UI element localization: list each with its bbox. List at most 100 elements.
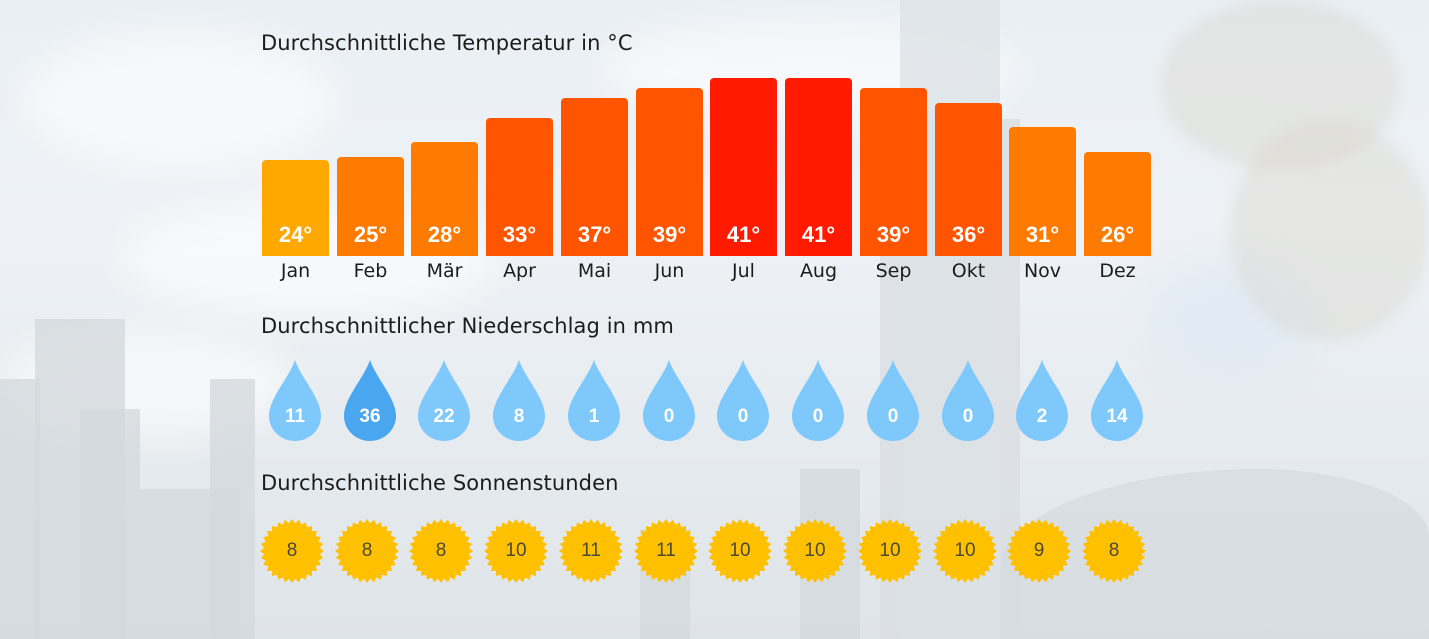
- precipitation-value: 0: [812, 406, 824, 427]
- precipitation-value: 36: [359, 406, 381, 427]
- month-label: Mär: [426, 260, 463, 282]
- raindrop-icon: [344, 360, 396, 441]
- precipitation-drop-sep: 0: [865, 358, 921, 442]
- temperature-bar-aug: 41°: [785, 78, 852, 256]
- sun-icon: [933, 519, 997, 583]
- sun-icon: [335, 519, 399, 583]
- sunshine-badge-jan: 8: [260, 519, 324, 583]
- raindrop-icon: [269, 360, 321, 441]
- sunshine-value: 10: [505, 540, 527, 561]
- precipitation-drop-jul: 0: [715, 358, 771, 442]
- sunshine-value: 8: [361, 540, 373, 561]
- temperature-bar-feb: 25°: [337, 157, 404, 256]
- temperature-value: 39°: [876, 222, 911, 247]
- raindrop-icon: [942, 360, 994, 441]
- precipitation-drop-feb: 36: [342, 358, 398, 442]
- temperature-value: 28°: [427, 222, 462, 247]
- sunshine-badge-mai: 11: [559, 519, 623, 583]
- precipitation-title: Durchschnittlicher Niederschlag in mm: [261, 314, 674, 338]
- temperature-value: 33°: [502, 222, 537, 247]
- sun-icon: [559, 519, 623, 583]
- sunshine-badge-jul: 10: [708, 519, 772, 583]
- precipitation-drop-mai: 1: [566, 358, 622, 442]
- sunshine-badge-jun: 11: [634, 519, 698, 583]
- precipitation-value: 14: [1106, 406, 1128, 427]
- month-label: Sep: [875, 260, 912, 282]
- precipitation-drop-nov: 2: [1014, 358, 1070, 442]
- sunshine-badge-mär: 8: [409, 519, 473, 583]
- temperature-value: 31°: [1025, 222, 1060, 247]
- sun-icon: [708, 519, 772, 583]
- month-label: Feb: [353, 260, 388, 282]
- month-label: Apr: [503, 260, 536, 282]
- month-label: Dez: [1099, 260, 1136, 282]
- sunshine-badge-sep: 10: [858, 519, 922, 583]
- temperature-bar-jul: 41°: [710, 78, 777, 256]
- temperature-value: 26°: [1100, 222, 1135, 247]
- sunshine-value: 8: [286, 540, 298, 561]
- sunshine-value: 9: [1033, 540, 1045, 561]
- sunshine-badge-aug: 10: [783, 519, 847, 583]
- raindrop-icon: [792, 360, 844, 441]
- sunshine-badge-apr: 10: [484, 519, 548, 583]
- sunshine-badge-dez: 8: [1082, 519, 1146, 583]
- sunshine-value: 11: [581, 540, 601, 561]
- temperature-bar-dez: 26°: [1084, 152, 1151, 256]
- sunshine-badge-okt: 10: [933, 519, 997, 583]
- temperature-value: 25°: [353, 222, 388, 247]
- precipitation-value: 22: [433, 406, 455, 427]
- raindrop-icon: [1091, 360, 1143, 441]
- sunshine-value: 10: [879, 540, 901, 561]
- temperature-bar-sep: 39°: [860, 88, 927, 256]
- precipitation-drop-aug: 0: [790, 358, 846, 442]
- temperature-value: 24°: [278, 222, 313, 247]
- sun-icon: [409, 519, 473, 583]
- precipitation-drop-okt: 0: [940, 358, 996, 442]
- temperature-bar-nov: 31°: [1009, 127, 1076, 256]
- precipitation-value: 1: [588, 406, 600, 427]
- precipitation-value: 0: [962, 406, 974, 427]
- precipitation-value: 2: [1036, 406, 1048, 427]
- temperature-value: 41°: [801, 222, 836, 247]
- precipitation-drop-apr: 8: [491, 358, 547, 442]
- temperature-value: 37°: [577, 222, 612, 247]
- temperature-bar-jun: 39°: [636, 88, 703, 256]
- sun-icon: [1007, 519, 1071, 583]
- temperature-value: 39°: [652, 222, 687, 247]
- sun-icon: [783, 519, 847, 583]
- temperature-value: 36°: [951, 222, 986, 247]
- temperature-bar-okt: 36°: [935, 103, 1002, 256]
- raindrop-icon: [643, 360, 695, 441]
- month-label: Okt: [951, 260, 986, 282]
- sunshine-value: 10: [954, 540, 976, 561]
- raindrop-icon: [568, 360, 620, 441]
- temperature-bar-jan: 24°: [262, 160, 329, 256]
- sunshine-title: Durchschnittliche Sonnenstunden: [261, 471, 619, 495]
- sunshine-value: 8: [1108, 540, 1120, 561]
- temperature-bar-mai: 37°: [561, 98, 628, 256]
- sunshine-value: 8: [435, 540, 447, 561]
- temperature-bar-apr: 33°: [486, 118, 553, 256]
- sun-icon: [634, 519, 698, 583]
- month-label: Mai: [577, 260, 612, 282]
- precipitation-value: 0: [737, 406, 749, 427]
- sunshine-value: 11: [656, 540, 676, 561]
- temperature-value: 41°: [726, 222, 761, 247]
- temperature-bar-mär: 28°: [411, 142, 478, 256]
- month-label: Jan: [280, 260, 311, 282]
- sun-icon: [484, 519, 548, 583]
- raindrop-icon: [717, 360, 769, 441]
- precipitation-drop-jan: 11: [267, 358, 323, 442]
- precipitation-value: 11: [284, 406, 306, 427]
- month-label: Jun: [654, 260, 685, 282]
- raindrop-icon: [418, 360, 470, 441]
- sun-icon: [1082, 519, 1146, 583]
- sunshine-badge-feb: 8: [335, 519, 399, 583]
- precipitation-drop-dez: 14: [1089, 358, 1145, 442]
- sunshine-value: 10: [804, 540, 826, 561]
- month-label: Nov: [1023, 260, 1062, 282]
- sun-icon: [858, 519, 922, 583]
- sun-icon: [260, 519, 324, 583]
- precipitation-drop-mär: 22: [416, 358, 472, 442]
- precipitation-drop-jun: 0: [641, 358, 697, 442]
